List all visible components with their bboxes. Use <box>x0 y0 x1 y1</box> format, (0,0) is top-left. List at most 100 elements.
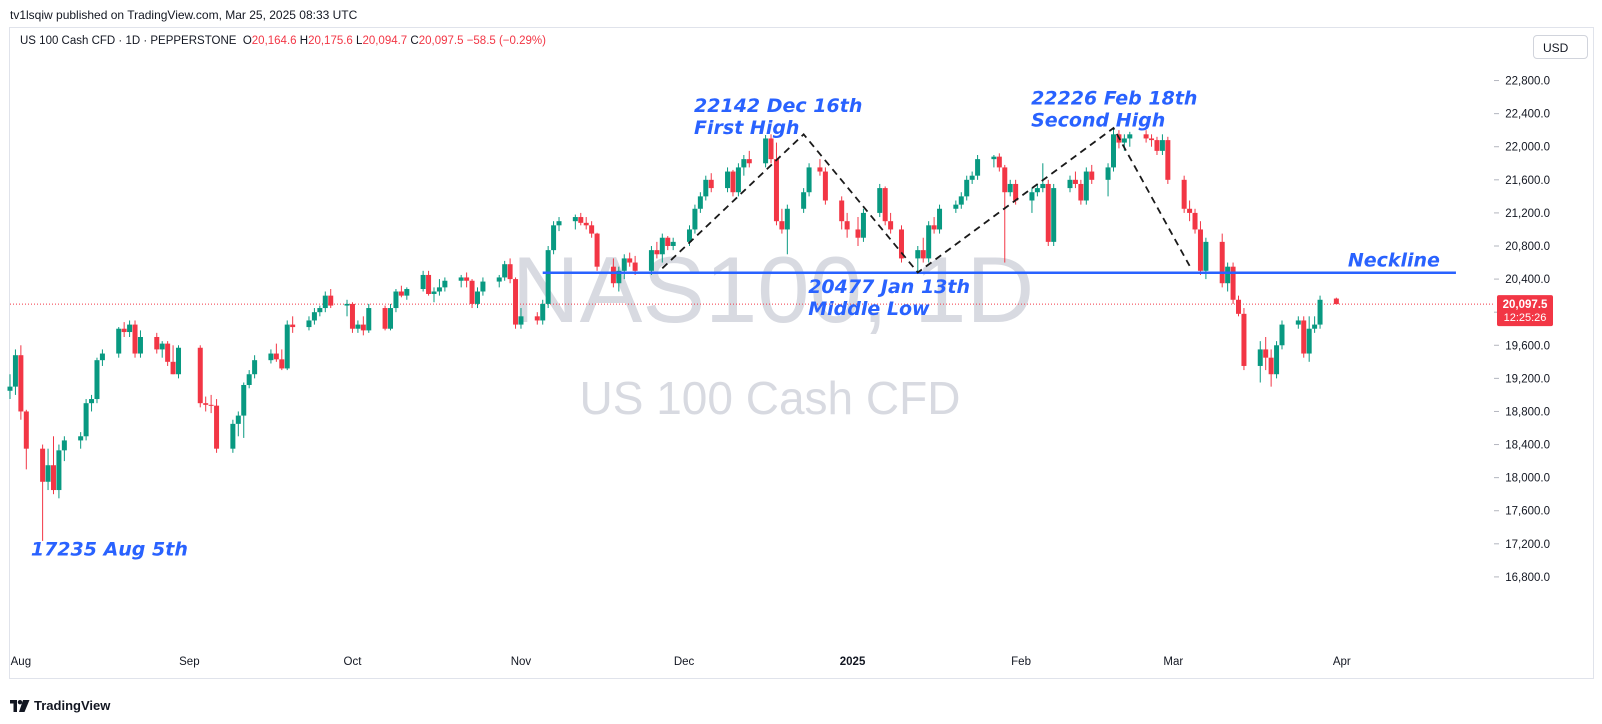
candle-body <box>99 353 105 361</box>
candle <box>94 357 100 404</box>
candle-body <box>176 347 182 375</box>
price-axis[interactable]: 16,800.0 17,200.0 17,600.0 18,000.0 18,400.0… <box>1494 76 1550 584</box>
candle <box>360 316 366 336</box>
candle <box>420 270 426 292</box>
candle <box>159 341 165 358</box>
candle-body <box>784 208 790 230</box>
candle <box>61 436 67 462</box>
candle-body <box>45 465 51 482</box>
candle-body <box>991 156 997 160</box>
candle-body <box>252 360 258 375</box>
time-axis[interactable]: Aug Sep Oct Nov Dec 2025 Feb Mar Apr <box>11 656 1351 668</box>
candle <box>578 212 584 226</box>
candle <box>545 246 551 309</box>
currency-button[interactable]: USD <box>1533 35 1588 59</box>
candle-body <box>583 222 589 226</box>
candle <box>1034 183 1040 197</box>
candle-body <box>132 324 138 354</box>
candle-body <box>969 175 975 180</box>
footer[interactable]: TradingView <box>10 698 110 713</box>
candle <box>670 237 676 251</box>
candle-body <box>763 138 769 164</box>
candle-body <box>686 229 692 242</box>
candle <box>784 204 790 255</box>
candle <box>779 208 785 234</box>
candle <box>855 217 861 246</box>
candle-body <box>654 250 660 255</box>
candle-body <box>366 308 372 331</box>
annotation-text: 22142 Dec 16th First High <box>694 95 862 139</box>
candle-body <box>621 258 627 271</box>
candle-body <box>388 308 394 329</box>
candle <box>654 241 660 259</box>
y-tick-label: 18,000.0 <box>1505 473 1550 485</box>
candle-body <box>741 159 747 168</box>
candle-body <box>1045 183 1051 242</box>
candle <box>349 302 355 333</box>
candle-body <box>469 280 475 304</box>
candle-body <box>1002 167 1008 193</box>
candle <box>551 221 557 255</box>
open-label: O <box>242 35 252 47</box>
candle <box>322 291 328 313</box>
candle <box>165 341 171 366</box>
x-tick-label: Nov <box>511 656 532 668</box>
candle-body <box>931 225 937 230</box>
x-tick-label: Aug <box>11 656 31 668</box>
candle-body <box>404 289 410 296</box>
candle-body <box>1105 167 1111 180</box>
candle-body <box>1225 266 1231 284</box>
candle-body <box>648 250 654 271</box>
candle-body <box>426 274 432 294</box>
candle <box>1187 200 1193 222</box>
candle-body <box>458 277 464 281</box>
candle-body <box>273 353 279 360</box>
watermark: NAS100, 1D US 100 Cash CFD <box>512 237 1035 424</box>
candle <box>355 320 361 333</box>
candle <box>513 277 519 329</box>
annotation-line: 22226 Feb 18th <box>1031 88 1197 110</box>
candle <box>1159 134 1165 155</box>
candle <box>507 258 513 284</box>
candle <box>773 142 779 226</box>
candle <box>969 171 975 184</box>
candle-body <box>78 436 84 441</box>
candle <box>1089 164 1095 184</box>
candle-body <box>1110 134 1116 168</box>
y-tick-label: 21,600.0 <box>1505 175 1550 187</box>
candle <box>458 274 464 288</box>
candle <box>306 316 312 331</box>
symbol-info: US 100 Cash CFD · 1D · PEPPERSTONE O20,1… <box>20 35 546 47</box>
candle <box>496 274 502 288</box>
candle-body <box>159 343 165 350</box>
candle-body <box>855 229 861 238</box>
candle <box>616 266 622 292</box>
candle-body <box>692 208 698 230</box>
candle <box>170 345 176 375</box>
candle <box>920 237 926 263</box>
candle-body <box>1197 229 1203 271</box>
candle-body <box>616 270 622 284</box>
candle-body <box>534 316 540 321</box>
candle-body <box>349 303 355 329</box>
candle <box>958 192 964 209</box>
y-tick-label: 18,400.0 <box>1505 440 1550 452</box>
candle <box>45 448 51 491</box>
candle-body <box>806 167 812 193</box>
candle-body <box>121 328 127 333</box>
tradingview-logo-icon <box>10 699 30 712</box>
candle <box>735 163 741 197</box>
price-tag-countdown: 12:25:26 <box>1504 312 1547 324</box>
candle-body <box>344 303 350 306</box>
candle-body <box>328 295 334 306</box>
annotation-text: 22226 Feb 18th Second High <box>1031 88 1197 132</box>
drawings[interactable]: Neckline 22142 Dec 16th First High 22226 Fe… <box>31 88 1456 561</box>
candle-body <box>322 295 328 309</box>
candle <box>56 444 62 499</box>
candle-body <box>670 241 676 246</box>
price-tag-value: 20,097.5 <box>1503 299 1548 311</box>
candle <box>1268 349 1274 387</box>
candle-body <box>436 287 442 292</box>
candle <box>991 155 997 168</box>
